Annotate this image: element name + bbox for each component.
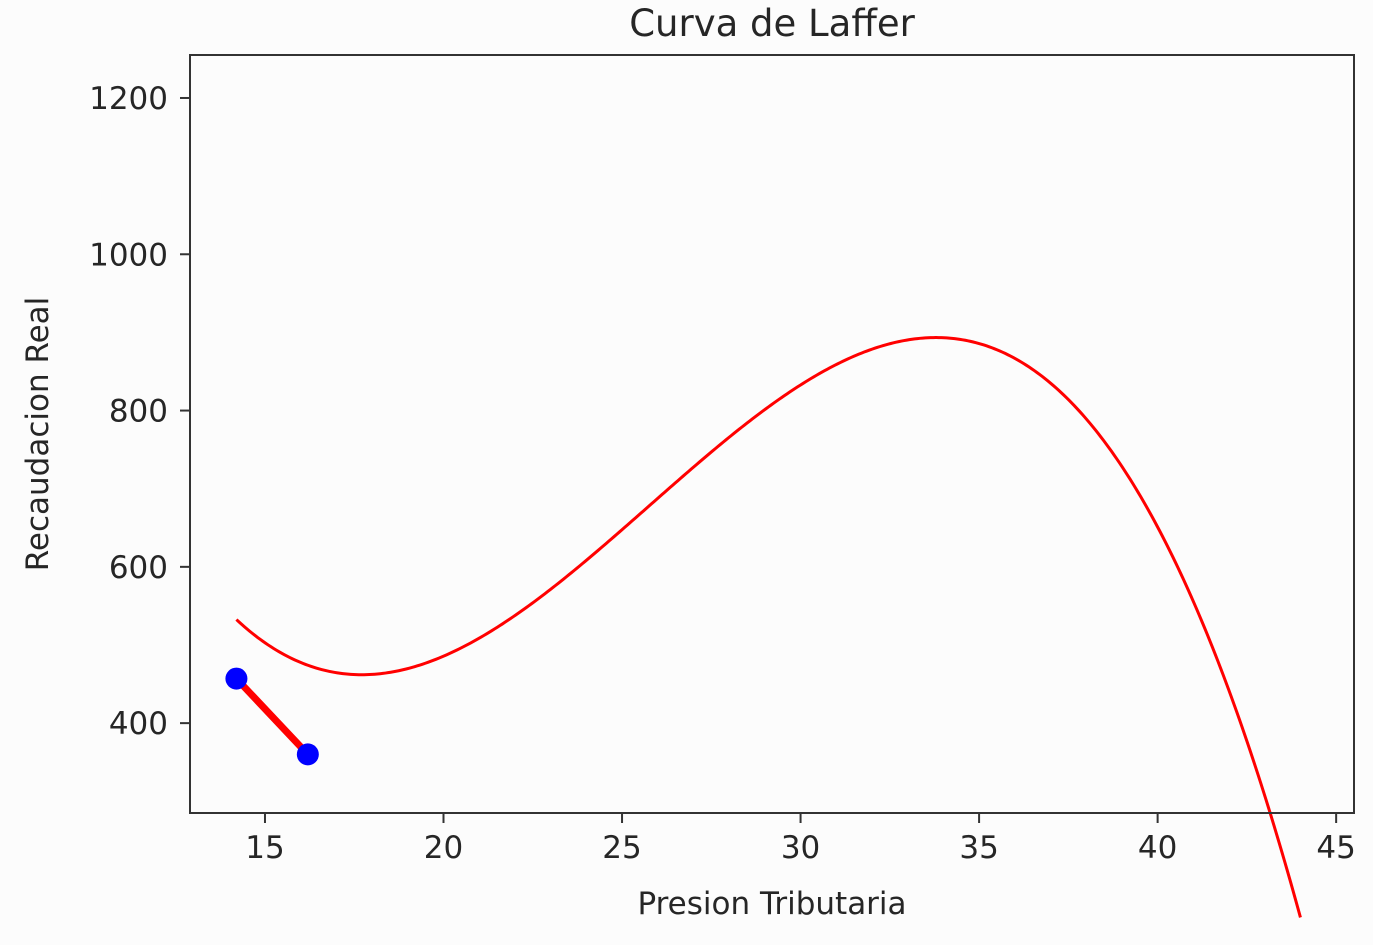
y-tick-label: 1200 xyxy=(89,81,168,117)
y-tick-label: 600 xyxy=(109,550,168,586)
series-layer xyxy=(225,336,1302,918)
laffer-curve-line xyxy=(235,336,1302,918)
x-tick-label: 30 xyxy=(781,830,820,866)
y-tick-label: 400 xyxy=(109,706,168,742)
data-point xyxy=(225,667,248,690)
x-axis-label: Presion Tributaria xyxy=(637,886,906,922)
x-tick-label: 35 xyxy=(959,830,998,866)
chart-title: Curva de Laffer xyxy=(629,2,915,45)
y-tick-label: 800 xyxy=(109,394,168,430)
x-tick-label: 20 xyxy=(424,830,463,866)
x-tick-label: 15 xyxy=(245,830,284,866)
x-tick-label: 25 xyxy=(602,830,641,866)
y-axis-label: Recaudacion Real xyxy=(20,297,56,572)
x-tick-label: 40 xyxy=(1138,830,1177,866)
highlight-segment-line xyxy=(232,675,312,758)
y-axis-ticks: 400 600 800 1000 1200 xyxy=(89,81,190,742)
plot-area xyxy=(190,55,1354,813)
plot-frame xyxy=(189,54,1355,814)
y-tick-label: 1000 xyxy=(89,237,168,273)
data-point xyxy=(296,743,319,766)
x-axis-ticks: 15 20 25 30 35 40 45 xyxy=(245,813,1356,866)
x-tick-label: 45 xyxy=(1316,830,1355,866)
